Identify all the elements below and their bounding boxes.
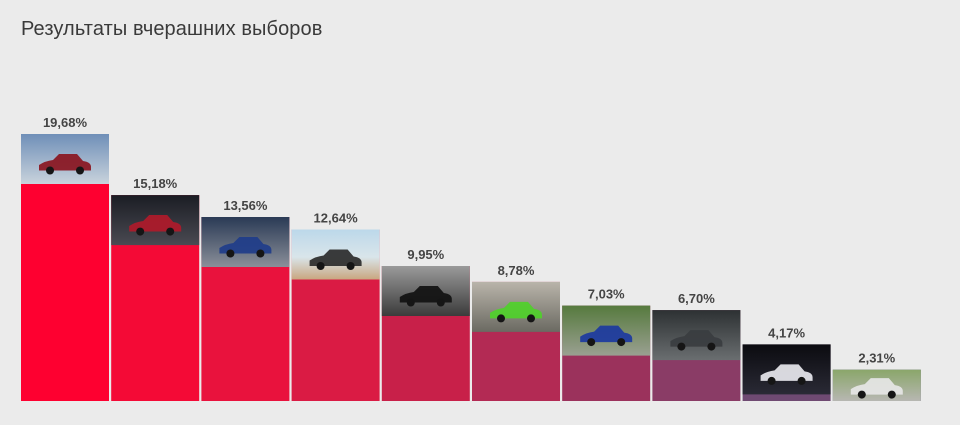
car-photo-icon: [652, 310, 741, 361]
data-label: 8,78%: [498, 263, 535, 278]
data-label: 9,95%: [407, 247, 444, 262]
car-photo-icon: [472, 281, 560, 332]
data-label: 15,18%: [133, 176, 178, 191]
data-label: 12,64%: [314, 211, 359, 226]
car-photo-icon: [562, 305, 651, 356]
chart-title: Результаты вчерашних выборов: [21, 18, 323, 40]
car-photo-icon: [201, 217, 290, 267]
car-photo-icon: [832, 369, 921, 401]
data-label: 6,70%: [678, 291, 715, 306]
car-photo-icon: [381, 266, 470, 316]
data-label: 7,03%: [588, 287, 625, 302]
data-label: 4,17%: [768, 325, 805, 340]
data-label: 13,56%: [223, 198, 268, 213]
car-photo-icon: [742, 344, 831, 395]
data-label: 19,68%: [43, 115, 88, 130]
car-photo-icon: [291, 229, 380, 280]
car-photo-icon: [21, 134, 109, 184]
data-label: 2,31%: [858, 351, 895, 366]
car-photo-icon: [111, 195, 200, 246]
